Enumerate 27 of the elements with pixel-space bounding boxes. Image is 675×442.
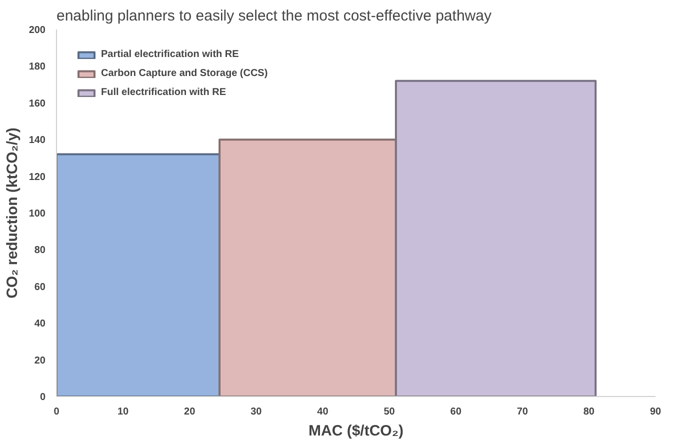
legend-label: Carbon Capture and Storage (CCS) [101,68,268,79]
x-tick-label: 70 [516,406,528,418]
x-tick-label: 10 [117,406,130,418]
y-tick-label: 160 [28,98,46,110]
x-tick-label: 20 [184,406,196,418]
y-tick-label: 0 [40,392,46,403]
y-axis-title: CO₂ reduction (ktCO₂/y) [4,128,21,298]
x-tick-label: 30 [250,406,262,418]
x-tick-label: 0 [54,406,60,418]
y-tick-label: 140 [28,135,46,146]
y-tick-label: 20 [34,355,46,366]
y-tick-label: 100 [28,208,46,220]
x-tick-label: 50 [384,406,396,418]
x-tick-label: 60 [450,406,462,418]
x-tick-label: 40 [317,406,329,418]
text: enabling planners to easily select the most cost-effective pathway [56,8,492,24]
legend-label: Full electrification with RE [101,87,226,98]
x-axis-title: MAC ($/tCO₂) [308,422,404,440]
y-tick-label: 180 [28,62,46,73]
x-tick-label: 80 [583,406,595,418]
y-tick-label: 40 [34,318,46,330]
x-tick-label: 90 [650,406,662,418]
y-tick-label: 60 [34,282,46,293]
y-tick-label: 200 [28,25,46,36]
y-tick-label: 120 [28,172,46,183]
y-tick-label: 80 [34,245,46,256]
legend-label: Partial electrification with RE [101,49,239,60]
